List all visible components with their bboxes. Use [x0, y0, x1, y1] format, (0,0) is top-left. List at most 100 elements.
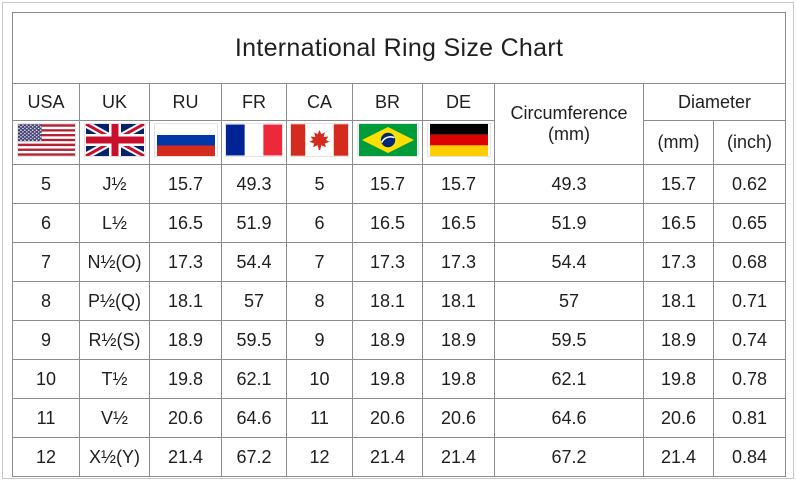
- table-row: 8 P½(Q) 18.1 57 8 18.1 18.1 57 18.1 0.71: [12, 281, 787, 321]
- circumference-label: Circumference: [510, 102, 628, 123]
- cell-fr-size: 62.1: [221, 359, 287, 399]
- cell-diameter-inch: 0.65: [712, 203, 787, 243]
- cell-de-size: 16.5: [422, 203, 495, 243]
- title-row: International Ring Size Chart: [11, 12, 787, 84]
- cell-diameter-inch: 0.81: [712, 398, 787, 438]
- cell-circumference-mm: 59.5: [494, 320, 644, 360]
- cell-diameter-mm: 16.5: [643, 203, 714, 243]
- col-header-br: BR: [352, 83, 423, 121]
- cell-ca-size: 10: [286, 359, 353, 399]
- col-header-ru: RU: [149, 83, 222, 121]
- cell-circumference-mm: 64.6: [494, 398, 644, 438]
- cell-ru-size: 21.4: [149, 437, 222, 477]
- germany-flag-icon: [426, 123, 491, 157]
- uk-flag-icon: [83, 123, 146, 157]
- cell-ru-size: 15.7: [149, 164, 222, 204]
- page-title: International Ring Size Chart: [11, 12, 787, 84]
- cell-usa-size: 5: [12, 164, 80, 204]
- cell-br-size: 18.1: [352, 281, 423, 321]
- canada-flag-icon: [290, 123, 349, 157]
- brazil-flag-icon: [356, 123, 419, 157]
- cell-fr-size: 57: [221, 281, 287, 321]
- cell-fr-size: 67.2: [221, 437, 287, 477]
- table-row: 11 V½ 20.6 64.6 11 20.6 20.6 64.6 20.6 0.81: [12, 398, 787, 438]
- cell-diameter-mm: 19.8: [643, 359, 714, 399]
- cell-diameter-mm: 21.4: [643, 437, 714, 477]
- cell-diameter-inch: 0.74: [712, 320, 787, 360]
- cell-br-size: 15.7: [352, 164, 423, 204]
- table-row: 6 L½ 16.5 51.9 6 16.5 16.5 51.9 16.5 0.65: [12, 203, 787, 243]
- cell-br-size: 16.5: [352, 203, 423, 243]
- cell-fr-size: 59.5: [221, 320, 287, 360]
- col-header-de: DE: [422, 83, 495, 121]
- cell-circumference-mm: 57: [494, 281, 644, 321]
- cell-ru-size: 20.6: [149, 398, 222, 438]
- flag-row: (mm) (inch): [12, 120, 787, 165]
- cell-usa-size: 9: [12, 320, 80, 360]
- cell-uk-size: L½: [79, 203, 150, 243]
- cell-uk-size: J½: [79, 164, 150, 204]
- cell-de-size: 18.1: [422, 281, 495, 321]
- cell-circumference-mm: 67.2: [494, 437, 644, 477]
- russia-flag-cell: [149, 120, 222, 165]
- cell-circumference-mm: 51.9: [494, 203, 644, 243]
- cell-diameter-inch: 0.71: [712, 281, 787, 321]
- cell-uk-size: P½(Q): [79, 281, 150, 321]
- cell-ru-size: 19.8: [149, 359, 222, 399]
- cell-fr-size: 54.4: [221, 242, 287, 282]
- col-header-ca: CA: [286, 83, 353, 121]
- cell-ca-size: 11: [286, 398, 353, 438]
- cell-diameter-mm: 17.3: [643, 242, 714, 282]
- cell-br-size: 18.9: [352, 320, 423, 360]
- cell-diameter-inch: 0.68: [712, 242, 787, 282]
- cell-ca-size: 5: [286, 164, 353, 204]
- cell-diameter-inch: 0.84: [712, 437, 787, 477]
- cell-fr-size: 64.6: [221, 398, 287, 438]
- table-row: 12 X½(Y) 21.4 67.2 12 21.4 21.4 67.2 21.4 0.84: [12, 437, 787, 477]
- table-row: 5 J½ 15.7 49.3 5 15.7 15.7 49.3 15.7 0.62: [12, 164, 787, 204]
- circumference-unit: (mm): [548, 124, 590, 144]
- ring-size-table: International Ring Size Chart USA UK RU …: [11, 12, 787, 477]
- cell-uk-size: V½: [79, 398, 150, 438]
- cell-de-size: 15.7: [422, 164, 495, 204]
- cell-usa-size: 6: [12, 203, 80, 243]
- cell-uk-size: T½: [79, 359, 150, 399]
- cell-uk-size: X½(Y): [79, 437, 150, 477]
- col-header-diameter: Diameter: [642, 83, 787, 121]
- cell-usa-size: 8: [12, 281, 80, 321]
- cell-ca-size: 12: [286, 437, 353, 477]
- cell-uk-size: N½(O): [79, 242, 150, 282]
- germany-flag-cell: [422, 120, 495, 165]
- usa-flag-icon: [16, 123, 76, 157]
- col-header-usa: USA: [12, 83, 80, 121]
- cell-fr-size: 51.9: [221, 203, 287, 243]
- table-row: 7 N½(O) 17.3 54.4 7 17.3 17.3 54.4 17.3 0.68: [12, 242, 787, 282]
- ring-size-table-body: 5 J½ 15.7 49.3 5 15.7 15.7 49.3 15.7 0.62 6 L½ 16.5 5…: [12, 164, 787, 477]
- cell-de-size: 17.3: [422, 242, 495, 282]
- cell-ca-size: 7: [286, 242, 353, 282]
- cell-circumference-mm: 49.3: [494, 164, 644, 204]
- cell-ca-size: 8: [286, 281, 353, 321]
- cell-usa-size: 7: [12, 242, 80, 282]
- cell-diameter-inch: 0.62: [712, 164, 787, 204]
- table-row: 10 T½ 19.8 62.1 10 19.8 19.8 62.1 19.8 0.78: [12, 359, 787, 399]
- france-flag-cell: [221, 120, 287, 165]
- table-row: 9 R½(S) 18.9 59.5 9 18.9 18.9 59.5 18.9 0.74: [12, 320, 787, 360]
- cell-circumference-mm: 54.4: [494, 242, 644, 282]
- cell-de-size: 19.8: [422, 359, 495, 399]
- cell-br-size: 20.6: [352, 398, 423, 438]
- cell-br-size: 21.4: [352, 437, 423, 477]
- cell-ru-size: 18.9: [149, 320, 222, 360]
- cell-ca-size: 9: [286, 320, 353, 360]
- cell-de-size: 21.4: [422, 437, 495, 477]
- cell-ru-size: 16.5: [149, 203, 222, 243]
- cell-uk-size: R½(S): [79, 320, 150, 360]
- cell-diameter-mm: 18.9: [643, 320, 714, 360]
- col-header-circumference: Circumference (mm): [494, 83, 644, 165]
- cell-br-size: 19.8: [352, 359, 423, 399]
- canada-flag-cell: [286, 120, 353, 165]
- cell-ru-size: 18.1: [149, 281, 222, 321]
- cell-diameter-mm: 18.1: [643, 281, 714, 321]
- cell-usa-size: 10: [12, 359, 80, 399]
- country-header-row: USA UK RU FR CA BR DE Circumference (mm)…: [12, 83, 787, 165]
